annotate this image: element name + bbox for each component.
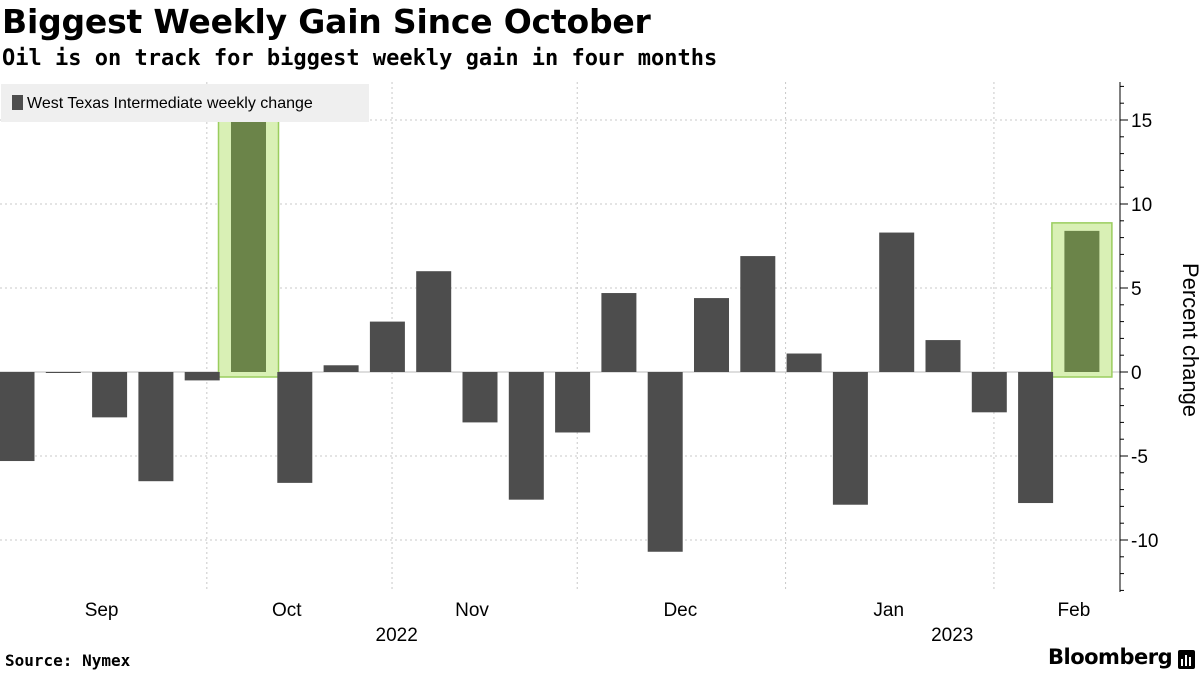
- y-tick-label: -10: [1131, 531, 1158, 552]
- legend-label: West Texas Intermediate weekly change: [27, 95, 313, 112]
- x-tick-label: Jan: [873, 600, 904, 621]
- x-year-label: 2023: [931, 625, 973, 646]
- bar: [786, 353, 822, 372]
- bar: [231, 120, 266, 372]
- bar: [416, 271, 452, 372]
- x-axis: Sep Oct Nov Dec Jan Feb 2022 2023: [85, 600, 1091, 646]
- legend-background: [1, 84, 369, 122]
- bars: [0, 120, 1100, 552]
- bar: [1064, 230, 1100, 372]
- bar: [879, 232, 915, 372]
- bar: [0, 372, 35, 462]
- legend-swatch: [12, 95, 23, 110]
- bar: [184, 372, 220, 381]
- bar: [45, 372, 81, 373]
- bar: [647, 372, 683, 552]
- source-note: Source: Nymex: [5, 651, 131, 670]
- bloomberg-logo: Bloomberg: [1048, 645, 1173, 669]
- x-tick-label: Feb: [1058, 600, 1091, 621]
- bar: [971, 372, 1007, 413]
- y-tick-label: -5: [1131, 447, 1148, 468]
- bar: [555, 372, 591, 433]
- y-tick-label: 10: [1131, 195, 1152, 216]
- y-axis-label: Percent change: [1178, 263, 1200, 417]
- bar: [694, 298, 729, 372]
- x-tick-label: Oct: [272, 600, 302, 621]
- highlight-boxes: [217, 111, 1113, 378]
- x-tick-label: Nov: [455, 600, 489, 621]
- bar: [925, 340, 961, 372]
- chart-title: Biggest Weekly Gain Since October: [2, 2, 651, 41]
- bar: [740, 256, 776, 372]
- x-tick-label: Sep: [85, 600, 119, 621]
- y-tick-label: 0: [1131, 363, 1142, 384]
- x-tick-label: Dec: [663, 600, 697, 621]
- bar: [277, 372, 313, 483]
- bar: [369, 321, 405, 372]
- x-year-label: 2022: [376, 625, 418, 646]
- y-tick-label: 5: [1131, 279, 1142, 300]
- y-axis: 15 10 5 0 -5 -10: [1119, 82, 1158, 592]
- chart-subtitle: Oil is on track for biggest weekly gain …: [2, 46, 718, 71]
- bar: [1018, 372, 1054, 504]
- bloomberg-terminal-icon: [1178, 650, 1195, 669]
- legend: West Texas Intermediate weekly change: [1, 84, 369, 122]
- y-tick-label: 15: [1131, 111, 1152, 132]
- bar: [92, 372, 128, 418]
- grid-lines: [0, 82, 1120, 592]
- bar: [323, 365, 359, 372]
- bar: [462, 372, 498, 423]
- bar: [832, 372, 868, 505]
- bar: [601, 293, 637, 372]
- bar: [138, 372, 174, 482]
- bar: [508, 372, 544, 500]
